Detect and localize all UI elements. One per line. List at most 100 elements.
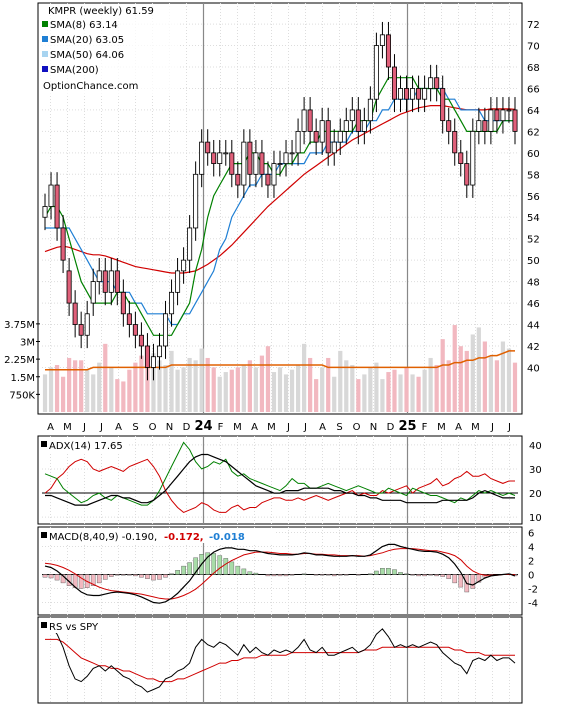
volume-tick-label: 2.25M [4,355,35,366]
macd-hist-bar [416,574,421,577]
volume-bar [332,376,337,412]
x-tick-label: O [353,422,361,433]
rs-label: RS vs SPY [49,622,99,633]
x-tick-label: N [370,422,377,433]
volume-bar [386,372,391,412]
volume-bar [187,357,192,412]
volume-bar [109,367,114,412]
candle-body [277,163,283,165]
candle-body [337,130,343,143]
legend-swatch-sma20 [42,36,48,42]
volume-bar [458,346,463,412]
candle-body [181,259,187,272]
candle-body [434,77,440,89]
candle-body [96,270,102,283]
volume-bar [428,357,433,412]
candle-body [156,345,163,358]
candle-body [494,109,500,122]
candle-body [458,152,464,164]
candle-body [265,173,271,186]
adx-label: ADX(14) 17.65 [49,441,123,452]
volume-bar [289,369,295,412]
macd-hist-bar [440,574,445,577]
legend-background [40,4,180,96]
volume-bar [127,369,132,412]
x-tick-label: A [319,422,326,433]
volume-bar [217,376,222,412]
macd-hist-bar [217,555,223,575]
macd-hist-bar [482,574,488,578]
macd-signal-value: -0.172, [164,532,204,543]
macd-hist-bar [187,562,192,575]
x-tick-label: F [422,422,428,433]
volume-bar [494,360,500,412]
volume-bar [314,379,319,412]
candle-body [367,98,373,122]
volume-bar [488,355,493,412]
macd-hist-bar [205,552,211,575]
candle-body [199,141,205,175]
volume-bar [73,360,78,412]
x-tick-label: A [251,422,258,433]
candle-body [355,109,361,132]
price-tick-label: 54 [527,213,540,224]
macd-hist-bar [331,574,337,577]
adx-line [45,453,515,506]
candle-body [500,109,506,122]
volume-ma-line [45,350,515,371]
volume-bar [283,374,289,412]
candle-body [126,313,132,325]
x-tick-label: S [132,422,138,433]
volume-bar [199,348,204,412]
price-tick-label: 68 [527,63,540,74]
candle-body [325,120,331,154]
macd-hist-bar [169,573,174,575]
x-tick-label: M [437,422,446,433]
volume-bar [133,362,138,412]
volume-bar [320,367,325,412]
macd-hist-bar [139,574,144,578]
volume-bar [392,369,397,412]
macd-hist-bar [133,574,138,577]
rs-line [44,625,516,693]
x-tick-label: O [149,422,157,433]
macd-hist-bar [151,574,156,581]
candle-body [66,270,72,304]
macd-hist-bar [404,573,409,575]
macd-hist-bar [115,574,120,576]
macd-hist-bar [289,574,295,576]
candle-body [512,109,518,132]
candle-body [235,173,241,186]
macd-hist-bar [78,574,84,589]
macd-hist-bar [247,571,253,575]
x-tick-label: D [387,422,395,433]
candle-body [42,206,48,218]
price-panel: 72 70 68 66 64 62 60 58 56 54 52 50 48 46 44 42 40 3.75M… [4,2,540,415]
volume-bar [157,360,162,412]
macd-hist-bar [343,574,349,576]
macd-hist-bar [434,574,439,577]
macd-hist-bar [163,574,168,578]
candle-body [422,88,428,100]
candle-body [253,152,259,175]
volume-bar [308,357,313,412]
price-tick-label: 64 [527,106,540,117]
candle-body [283,152,289,164]
volume-bar [350,365,355,412]
x-tick-label: A [115,422,122,433]
macd-panel: 6 4 2 0 -2 -4 MACD(8,40,9) -0.190, -0.172, -0… [37,526,538,616]
candle-body [428,77,434,89]
macd-hist-bar [277,574,283,577]
macd-label-swatch [41,532,47,538]
candle-body [229,152,235,175]
macd-hist-bar [48,574,54,579]
price-tick-label: 62 [527,127,540,138]
macd-hist-bar [60,574,66,584]
macd-tick-label: -4 [528,599,538,610]
macd-tick-label: 4 [528,543,534,554]
candle-body [48,184,54,207]
candle-body [301,109,307,132]
candle-body [361,120,367,132]
price-tick-label: 48 [527,278,540,289]
macd-hist-bar [325,574,331,576]
